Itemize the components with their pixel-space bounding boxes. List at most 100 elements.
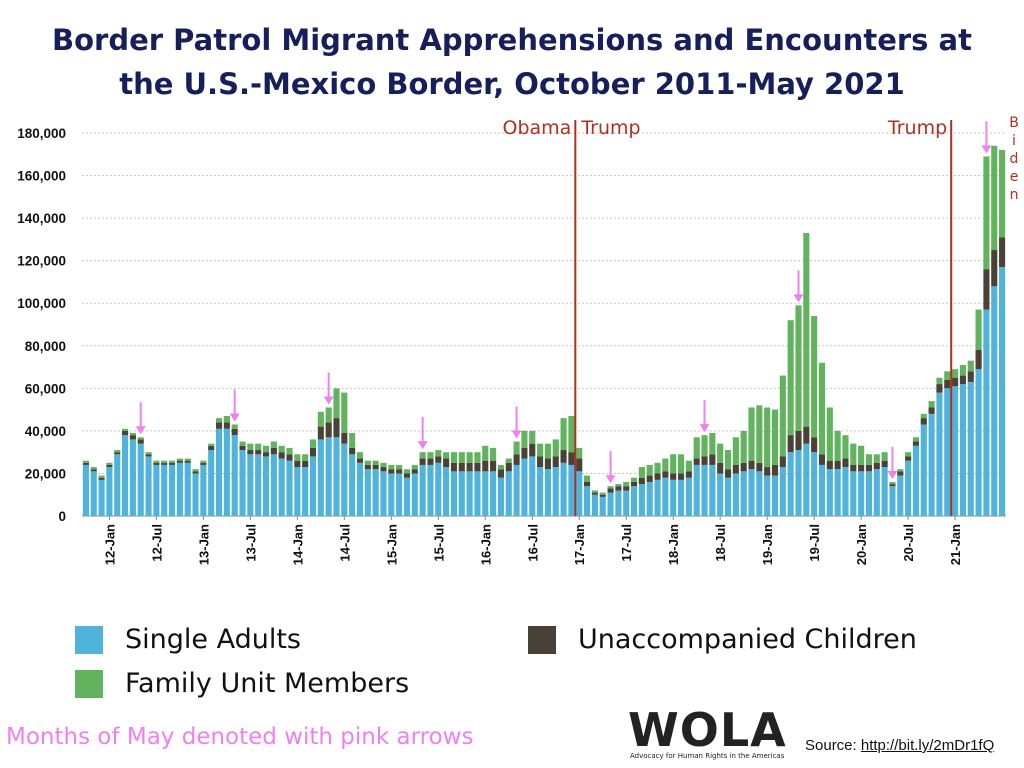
x-tick-label: 13-Jan (196, 524, 211, 565)
bar-family-unit-members (858, 445, 865, 465)
bar-unaccompanied-children (959, 375, 966, 385)
bar-family-unit-members (380, 462, 387, 468)
bar-single-adults (294, 467, 301, 516)
bar-unaccompanied-children (317, 426, 324, 440)
may-arrow-head (511, 430, 522, 439)
bar-family-unit-members (145, 452, 152, 455)
bar-family-unit-members (873, 454, 880, 463)
bar-unaccompanied-children (646, 475, 653, 482)
bar-unaccompanied-children (537, 456, 544, 468)
bar-unaccompanied-children (497, 469, 504, 478)
bar-single-adults (709, 464, 716, 516)
may-arrow-head (699, 424, 710, 433)
bar-single-adults (396, 473, 403, 516)
bar-family-unit-members (419, 452, 426, 459)
bar-family-unit-members (584, 475, 591, 482)
bar-family-unit-members (552, 439, 559, 457)
bar-unaccompanied-children (795, 430, 802, 451)
bar-single-adults (239, 450, 246, 516)
legend-swatch-family-unit-members (75, 669, 103, 698)
bar-unaccompanied-children (693, 458, 700, 465)
bar-family-unit-members (897, 469, 904, 472)
bar-family-unit-members (82, 460, 89, 463)
x-tick-label: 18-Jan (666, 524, 681, 565)
bar-unaccompanied-children (82, 462, 89, 465)
bar-family-unit-members (623, 481, 630, 487)
bar-single-adults (184, 462, 191, 516)
bar-family-unit-members (521, 430, 528, 448)
may-arrows (135, 121, 992, 484)
bar-family-unit-members (90, 467, 97, 470)
bar-single-adults (356, 462, 364, 516)
bar-family-unit-members (756, 405, 763, 463)
bar-family-unit-members (638, 467, 645, 478)
x-tick-label: 17-Jan (572, 524, 587, 565)
x-axis-ticks: 12-Jan 12-Jul 13-Jan 13-Jul 14-Jan 14-Jul 15-J… (102, 516, 963, 565)
bar-unaccompanied-children (920, 418, 927, 425)
bar-family-unit-members (991, 145, 998, 251)
bar-single-adults (920, 424, 927, 516)
bar-single-adults (106, 467, 113, 516)
bar-unaccompanied-children (826, 460, 833, 470)
administration-label-left: Obama (503, 117, 572, 139)
bar-unaccompanied-children (701, 456, 708, 465)
bar-unaccompanied-children (294, 460, 301, 468)
source-link[interactable]: http://bit.ly/2mDr1fQ (860, 737, 995, 754)
bar-unaccompanied-children (944, 379, 951, 389)
bar-family-unit-members (176, 458, 183, 461)
bar-unaccompanied-children (803, 426, 810, 444)
bar-family-unit-members (975, 309, 982, 351)
bar-single-adults (270, 454, 277, 516)
bar-single-adults (443, 467, 450, 516)
bar-single-adults (286, 460, 293, 516)
chart-title-line-1: Border Patrol Migrant Apprehensions and … (52, 23, 972, 57)
bar-unaccompanied-children (474, 462, 481, 472)
bar-unaccompanied-children (247, 450, 254, 455)
bar-single-adults (811, 452, 818, 516)
bar-single-adults (646, 481, 653, 516)
bar-family-unit-members (137, 437, 144, 440)
bar-single-adults (764, 475, 771, 516)
bar-family-unit-members (920, 413, 927, 419)
bar-family-unit-members (208, 443, 215, 446)
bar-family-unit-members (709, 433, 716, 455)
bar-unaccompanied-children (552, 456, 559, 468)
bar-unaccompanied-children (396, 469, 403, 474)
bar-single-adults (411, 473, 418, 516)
bar-single-adults (623, 490, 630, 516)
bar-unaccompanied-children (850, 464, 857, 472)
bar-family-unit-members (630, 477, 638, 482)
bar-unaccompanied-children (576, 458, 583, 472)
bar-family-unit-members (670, 454, 677, 474)
bar-unaccompanied-children (529, 443, 536, 457)
may-arrow-head (135, 426, 146, 435)
bar-unaccompanied-children (192, 471, 199, 474)
bar-single-adults (129, 439, 136, 516)
bar-family-unit-members (262, 445, 270, 453)
bar-unaccompanied-children (732, 464, 739, 474)
bar-unaccompanied-children (623, 486, 630, 491)
bar-single-adults (262, 456, 270, 516)
legend-family-unit-members: Family Unit Members (75, 668, 409, 699)
bar-single-adults (309, 456, 317, 516)
bar-family-unit-members (811, 315, 818, 438)
may-arrow-head (605, 475, 616, 484)
bar-family-unit-members (560, 418, 567, 451)
bar-family-unit-members (944, 371, 951, 380)
bar-unaccompanied-children (756, 462, 763, 472)
bar-unaccompanied-children (215, 422, 223, 429)
bar-family-unit-members (239, 441, 246, 446)
bar-single-adults (388, 473, 395, 516)
bar-single-adults (122, 435, 129, 516)
may-arrow (605, 451, 616, 484)
bar-single-adults (975, 369, 982, 516)
bar-unaccompanied-children (779, 456, 786, 468)
bar-family-unit-members (153, 460, 160, 463)
may-arrow-head (981, 145, 992, 154)
y-tick-label: 160,000 (17, 169, 66, 184)
bar-family-unit-members (302, 454, 309, 461)
x-tick-label: 15-Jul (431, 524, 446, 562)
bar-family-unit-members (905, 452, 912, 457)
may-arrow (229, 389, 240, 422)
